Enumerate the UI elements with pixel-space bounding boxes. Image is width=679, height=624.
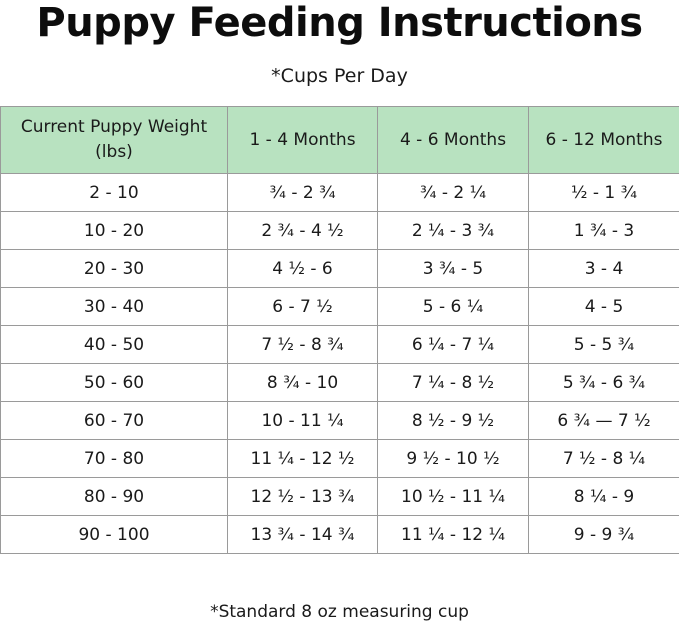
cups-cell: 6 ¾ — 7 ½ (528, 401, 679, 440)
weight-cell: 40 - 50 (0, 325, 228, 364)
cups-cell: 11 ¼ - 12 ½ (227, 439, 378, 478)
cups-cell: 6 ¼ - 7 ¼ (377, 325, 529, 364)
cups-cell: 5 - 5 ¾ (528, 325, 679, 364)
header-weight: Current Puppy Weight (lbs) (0, 106, 228, 174)
cups-cell: 9 ½ - 10 ½ (377, 439, 529, 478)
table-row: 60 - 70 10 - 11 ¼ 8 ½ - 9 ½ 6 ¾ — 7 ½ (0, 401, 679, 440)
cups-cell: 2 ¼ - 3 ¾ (377, 211, 529, 250)
header-6-12-months: 6 - 12 Months (528, 106, 679, 174)
table-row: 30 - 40 6 - 7 ½ 5 - 6 ¼ 4 - 5 (0, 287, 679, 326)
weight-cell: 2 - 10 (0, 173, 228, 212)
cups-cell: 5 ¾ - 6 ¾ (528, 363, 679, 402)
weight-cell: 20 - 30 (0, 249, 228, 288)
cups-cell: ½ - 1 ¾ (528, 173, 679, 212)
header-1-4-months: 1 - 4 Months (227, 106, 378, 174)
header-4-6-months: 4 - 6 Months (377, 106, 529, 174)
cups-cell: ¾ - 2 ¾ (227, 173, 378, 212)
cups-cell: 6 - 7 ½ (227, 287, 378, 326)
cups-cell: 5 - 6 ¼ (377, 287, 529, 326)
weight-cell: 10 - 20 (0, 211, 228, 250)
table-row: 50 - 60 8 ¾ - 10 7 ¼ - 8 ½ 5 ¾ - 6 ¾ (0, 363, 679, 402)
cups-cell: 2 ¾ - 4 ½ (227, 211, 378, 250)
weight-cell: 90 - 100 (0, 515, 228, 554)
table-row: 80 - 90 12 ½ - 13 ¾ 10 ½ - 11 ¼ 8 ¼ - 9 (0, 477, 679, 516)
cups-cell: 4 ½ - 6 (227, 249, 378, 288)
footnote: *Standard 8 oz measuring cup (210, 602, 469, 622)
cups-cell: 8 ¾ - 10 (227, 363, 378, 402)
table-row: 70 - 80 11 ¼ - 12 ½ 9 ½ - 10 ½ 7 ½ - 8 ¼ (0, 439, 679, 478)
weight-cell: 70 - 80 (0, 439, 228, 478)
cups-cell: 10 ½ - 11 ¼ (377, 477, 529, 516)
cups-cell: 13 ¾ - 14 ¾ (227, 515, 378, 554)
cups-cell: 8 ¼ - 9 (528, 477, 679, 516)
table-row: 40 - 50 7 ½ - 8 ¾ 6 ¼ - 7 ¼ 5 - 5 ¾ (0, 325, 679, 364)
table-row: 2 - 10 ¾ - 2 ¾ ¾ - 2 ¼ ½ - 1 ¾ (0, 173, 679, 212)
cups-cell: ¾ - 2 ¼ (377, 173, 529, 212)
cups-cell: 8 ½ - 9 ½ (377, 401, 529, 440)
page-title: Puppy Feeding Instructions (36, 0, 643, 46)
cups-cell: 9 - 9 ¾ (528, 515, 679, 554)
page-subtitle: *Cups Per Day (271, 65, 408, 87)
cups-cell: 7 ¼ - 8 ½ (377, 363, 529, 402)
cups-cell: 7 ½ - 8 ¼ (528, 439, 679, 478)
table-row: 90 - 100 13 ¾ - 14 ¾ 11 ¼ - 12 ¼ 9 - 9 ¾ (0, 515, 679, 554)
weight-cell: 50 - 60 (0, 363, 228, 402)
weight-cell: 30 - 40 (0, 287, 228, 326)
feeding-table: Current Puppy Weight (lbs) 1 - 4 Months … (0, 106, 679, 554)
cups-cell: 4 - 5 (528, 287, 679, 326)
table-row: 20 - 30 4 ½ - 6 3 ¾ - 5 3 - 4 (0, 249, 679, 288)
weight-cell: 60 - 70 (0, 401, 228, 440)
weight-cell: 80 - 90 (0, 477, 228, 516)
header-row: Current Puppy Weight (lbs) 1 - 4 Months … (0, 106, 679, 174)
cups-cell: 11 ¼ - 12 ¼ (377, 515, 529, 554)
cups-cell: 1 ¾ - 3 (528, 211, 679, 250)
cups-cell: 3 ¾ - 5 (377, 249, 529, 288)
cups-cell: 7 ½ - 8 ¾ (227, 325, 378, 364)
cups-cell: 12 ½ - 13 ¾ (227, 477, 378, 516)
cups-cell: 10 - 11 ¼ (227, 401, 378, 440)
cups-cell: 3 - 4 (528, 249, 679, 288)
table-row: 10 - 20 2 ¾ - 4 ½ 2 ¼ - 3 ¾ 1 ¾ - 3 (0, 211, 679, 250)
